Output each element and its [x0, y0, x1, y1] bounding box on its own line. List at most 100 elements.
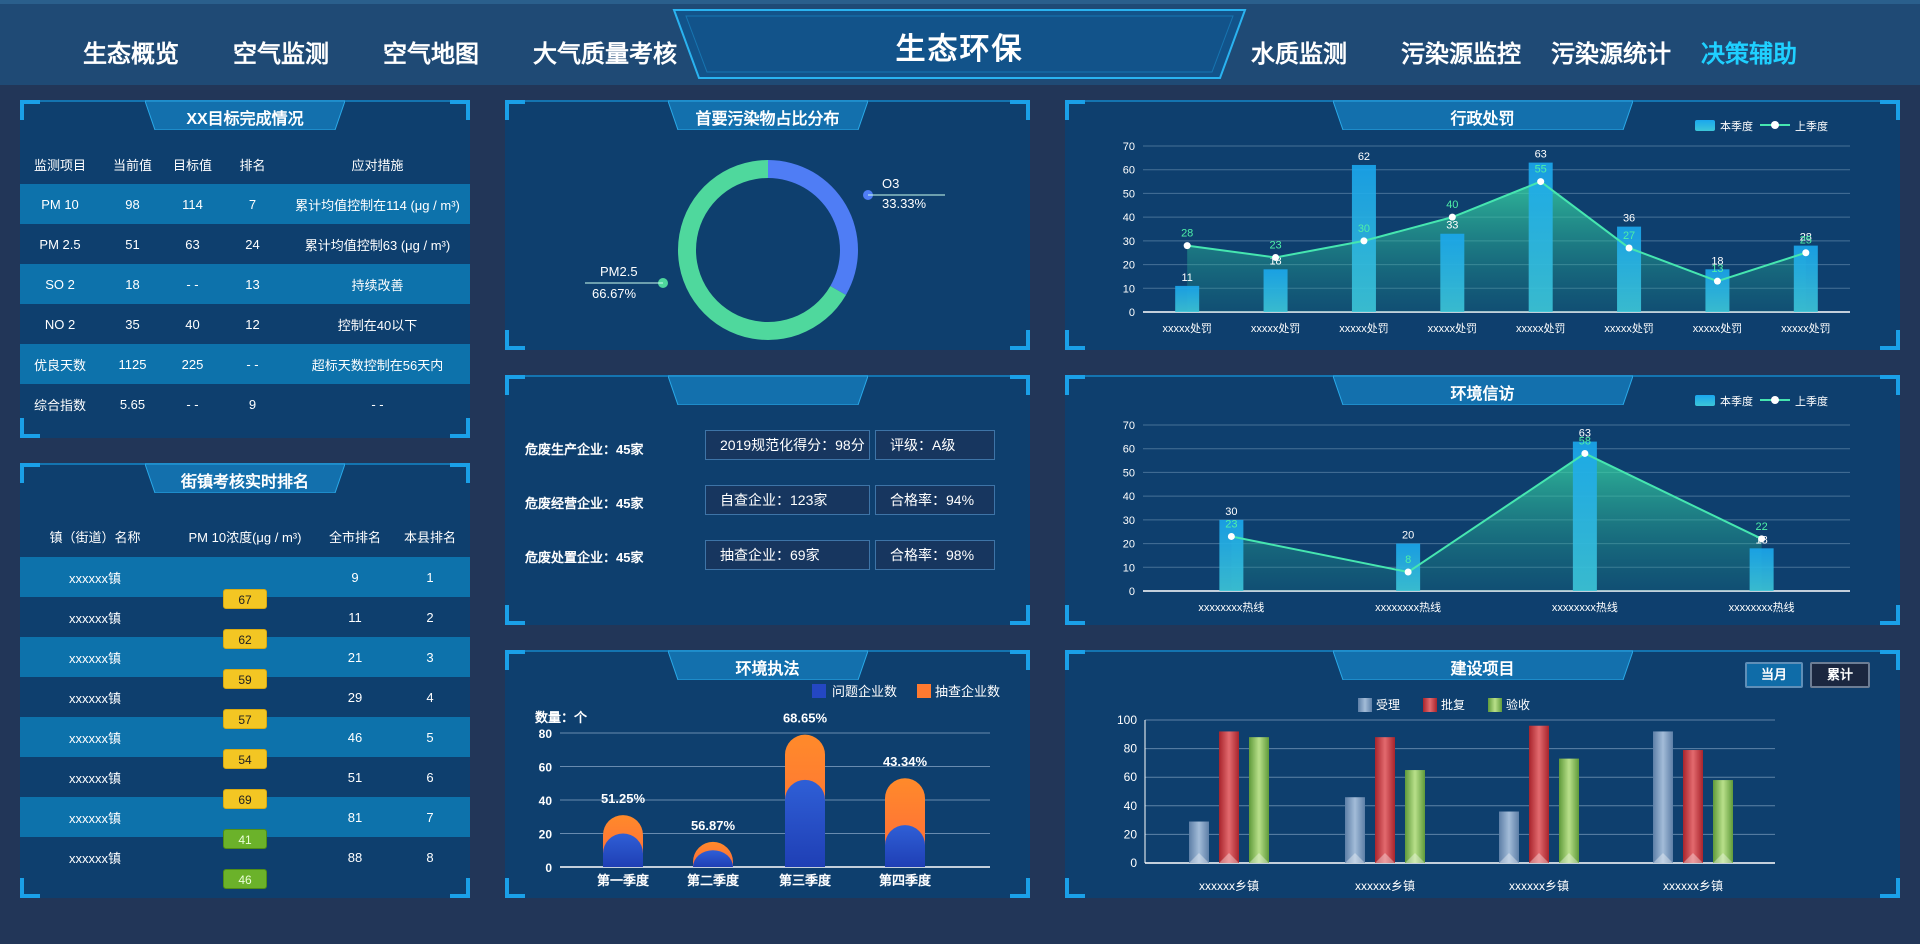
x-tick-label: 第一季度 — [597, 873, 650, 888]
corner-decoration — [505, 878, 525, 898]
y-tick-label: 60 — [539, 761, 553, 775]
corner-decoration — [20, 463, 40, 483]
y-tick-label: 40 — [539, 794, 553, 808]
slice-pct-label: 66.67% — [592, 286, 637, 301]
x-tick-label: xxxxxx乡镇 — [1199, 879, 1259, 893]
city-rank: 21 — [320, 637, 390, 677]
hazwaste-info-box: 合格率：94% — [875, 485, 995, 515]
corner-decoration — [1880, 330, 1900, 350]
pm10-badge: 46 — [223, 869, 267, 889]
bar — [1559, 758, 1579, 863]
hazwaste-panel: 危废生产企业：45家 2019规范化得分：98分 评级：A级 危废经营企业：45… — [505, 375, 1030, 625]
x-tick-label: xxxxxxxx热线 — [1375, 600, 1441, 614]
corner-decoration — [1065, 878, 1085, 898]
corner-decoration — [505, 605, 525, 625]
cell: 优良天数 — [20, 344, 100, 384]
nav-air-map[interactable]: 空气地图 — [383, 41, 479, 68]
nav-eco-overview[interactable]: 生态概览 — [83, 41, 179, 68]
nav-water-monitoring[interactable]: 水质监测 — [1251, 41, 1347, 68]
city-rank: 51 — [347, 769, 363, 785]
col-header: 应对措施 — [351, 157, 404, 173]
bar-value-label: 20 — [1402, 530, 1414, 542]
town-name: xxxxxx镇 — [20, 557, 170, 597]
bar-problem — [885, 825, 925, 867]
cell: 13 — [220, 264, 285, 304]
cell: 12 — [245, 316, 260, 332]
panel-title: XX目标完成情况 — [186, 111, 304, 128]
corner-decoration — [1010, 375, 1030, 395]
line-value-label: 23 — [1225, 518, 1237, 530]
county-rank: 6 — [426, 769, 434, 785]
line-point — [1360, 237, 1368, 245]
nav-air-monitoring[interactable]: 空气监测 — [233, 41, 329, 68]
legend-label: 受理 — [1376, 698, 1400, 712]
x-tick-label: 第三季度 — [779, 873, 832, 888]
ratio-label: 56.87% — [691, 818, 736, 833]
town-name: xxxxxx镇 — [68, 850, 121, 866]
legend-swatch — [812, 684, 826, 698]
title-tab-shape — [667, 375, 868, 405]
y-tick-label: 40 — [1123, 212, 1135, 224]
nav-pollution-control[interactable]: 污染源监控 — [1401, 41, 1521, 68]
x-tick-label: xxxxx处罚 — [1339, 322, 1389, 335]
line-value-label: 22 — [1756, 521, 1768, 533]
tab-current-month[interactable]: 当月 — [1745, 662, 1803, 688]
panel-title-tab: 环境执法 — [667, 650, 868, 680]
y-tick-label: 30 — [1123, 515, 1135, 527]
x-tick-label: xxxxx处罚 — [1693, 322, 1743, 335]
pm10-badge: 69 — [223, 789, 267, 809]
col-header: 目标值 — [172, 157, 212, 173]
table-row: SO 2 18- -13 持续改善 — [20, 264, 470, 304]
bar — [1440, 233, 1465, 312]
x-tick-label: xxxxx处罚 — [1781, 322, 1831, 335]
corner-decoration — [20, 418, 40, 438]
corner-decoration — [505, 330, 525, 350]
city-rank: 46 — [320, 717, 390, 757]
table-row: xxxxxx镇 54 46 5 — [20, 717, 470, 769]
legend-marker — [1771, 396, 1779, 404]
panel-title: 首要污染物占比分布 — [695, 111, 840, 128]
bar-value-label: 18 — [1269, 255, 1281, 267]
area-fill — [1187, 181, 1806, 312]
slice-label: PM2.5 — [600, 264, 638, 279]
cell: 51 — [125, 236, 140, 252]
nav-decision-support[interactable]: 决策辅助 — [1701, 41, 1797, 68]
hazwaste-info-box: 评级：A级 — [875, 430, 995, 460]
ranking-table: 镇（街道）名称 PM 10浓度(μg / m³) 全市排名 本县排名 xxxxx… — [20, 515, 470, 889]
enforcement-panel: 环境执法 0 20 40 60 80 数量：个 51.25% 第一季度 56.87% 第二季度 68… — [505, 650, 1030, 898]
x-tick-label: xxxxxxxx热线 — [1198, 600, 1264, 614]
corner-decoration — [505, 100, 525, 120]
line-point — [1272, 253, 1280, 261]
title-banner: 生态环保 — [672, 8, 1247, 80]
title-tab-shape — [667, 650, 868, 680]
town-name: xxxxxx镇 — [20, 717, 170, 757]
cell: 持续改善 — [285, 264, 470, 304]
line-point — [1183, 242, 1191, 250]
hazwaste-label: 危废生产企业：45家 — [525, 442, 644, 457]
nav-pollution-stats[interactable]: 污染源统计 — [1551, 41, 1671, 68]
pm10-badge: 62 — [223, 629, 267, 649]
y-tick-label: 50 — [1123, 188, 1135, 200]
cell: SO 2 — [20, 264, 100, 304]
y-tick-label: 20 — [1123, 260, 1135, 272]
pm10-cell: 69 — [170, 757, 320, 809]
bar — [1219, 731, 1239, 863]
x-tick-label: xxxxx处罚 — [1251, 322, 1301, 335]
cell: 18 — [100, 264, 165, 304]
penalty-chart: 0 10 20 30 40 50 60 70 11 18 62 33 63 36 18 28 28 23 30 40 5… — [1123, 119, 1850, 335]
pm10-badge: 54 — [223, 749, 267, 769]
bar — [1375, 737, 1395, 863]
hazwaste-info-box: 抽查企业：69家 — [705, 540, 870, 570]
cell: 35 — [125, 316, 140, 332]
petition-panel: 环境信访 010203040506070302063182385822xxxxx… — [1065, 375, 1900, 625]
nav-air-quality-assessment[interactable]: 大气质量考核 — [533, 41, 677, 68]
panel-title-tab: 行政处罚 — [1332, 100, 1633, 130]
tab-cumulative[interactable]: 累计 — [1810, 662, 1870, 688]
table-row: xxxxxx镇 67 9 1 — [20, 557, 470, 609]
y-tick-label: 70 — [1123, 141, 1135, 153]
cell: - - — [220, 344, 285, 384]
line-value-label: 13 — [1711, 263, 1723, 275]
ratio-label: 68.65% — [783, 711, 828, 726]
y-axis-label: 数量：个 — [535, 710, 588, 725]
series-line — [1187, 180, 1807, 283]
